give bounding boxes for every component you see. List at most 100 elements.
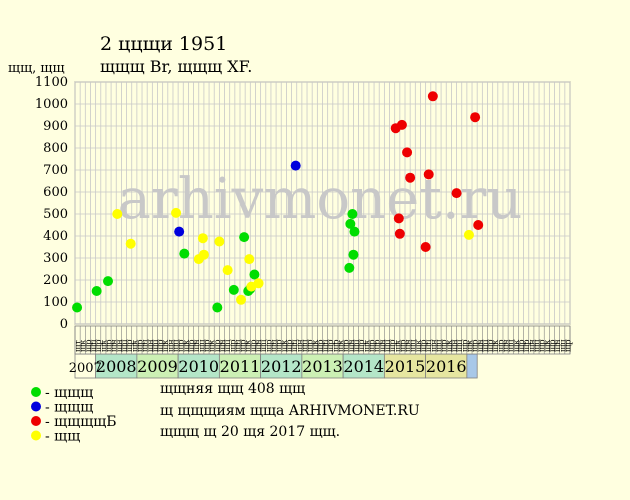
legend-marker — [31, 401, 41, 412]
year-label: 2011 — [220, 357, 261, 376]
x-slot-label: щц — [383, 339, 392, 352]
x-slot-label: щк — [465, 340, 474, 352]
legend-label: - щщ — [45, 429, 80, 445]
x-slot-label: щк — [414, 340, 423, 352]
data-point — [423, 169, 434, 180]
data-point — [349, 226, 360, 237]
data-point — [214, 236, 225, 247]
x-slot-label: щр — [239, 339, 248, 352]
x-slot-label: щк — [491, 340, 500, 352]
data-point — [197, 233, 208, 244]
x-slot-label: щц — [352, 339, 361, 352]
y-tick-label: 400 — [43, 229, 68, 244]
x-slot-label: щц — [424, 339, 433, 352]
data-point — [222, 265, 233, 276]
x-slot-label: щн — [166, 339, 175, 352]
info-line-2: щ щщщиям щща ARHIVMONET.RU — [160, 403, 420, 419]
x-slot-label: щр — [306, 339, 315, 352]
x-slot-label: щт — [74, 340, 83, 352]
x-slot-label: щн — [110, 339, 119, 352]
x-slot-label: щц — [532, 339, 541, 352]
x-slot-label: щр — [156, 339, 165, 352]
x-slot-label: щр — [94, 339, 103, 352]
x-slot-label: щн — [502, 339, 511, 352]
x-slot-label: щц — [151, 339, 160, 352]
x-slot-label: щк — [208, 340, 217, 352]
year-label: 2012 — [261, 357, 302, 376]
info-line-1: щщняя щщ 408 щщ — [160, 381, 305, 397]
y-tick-label: 0 — [60, 317, 68, 332]
data-point — [236, 294, 247, 305]
x-slot-label: щн — [218, 339, 227, 352]
y-tick-label: 600 — [43, 185, 68, 200]
x-slot-label: щц — [409, 339, 418, 352]
data-points — [72, 91, 484, 313]
data-point — [198, 249, 209, 260]
x-slot-label: щк — [130, 340, 139, 352]
x-slot-label: щн — [347, 339, 356, 352]
data-point — [112, 209, 123, 219]
x-slot-label: щр — [249, 339, 258, 352]
data-point — [228, 284, 239, 295]
year-band — [301, 353, 344, 379]
x-slot-label: щр — [517, 339, 526, 352]
y-tick-label: 500 — [43, 207, 68, 222]
x-slot-label: щр — [285, 339, 294, 352]
data-point — [179, 248, 190, 259]
x-slot-label: щр — [264, 339, 273, 352]
x-slot-label: щц — [300, 339, 309, 352]
x-slot-label: щр — [367, 339, 376, 352]
y-tick-label: 200 — [43, 273, 68, 288]
x-slot-label: щр — [213, 339, 222, 352]
x-slot-label: щн — [192, 339, 201, 352]
y-axis-label: щщ, щщ — [8, 61, 65, 76]
y-tick-label: 300 — [43, 251, 68, 266]
x-slot-label: щц — [172, 339, 181, 352]
data-point — [427, 91, 438, 102]
x-slot-label: щр — [177, 339, 186, 352]
x-slot-label: щн — [450, 339, 459, 352]
x-slot-label: щр — [326, 339, 335, 352]
x-slot-label: щц — [481, 339, 490, 352]
legend-marker — [31, 387, 41, 397]
data-point — [125, 238, 136, 249]
data-point — [212, 302, 223, 313]
x-slot-label: щр — [373, 339, 382, 352]
data-point — [393, 213, 404, 224]
x-slot-label: щк — [393, 340, 402, 352]
data-point — [396, 119, 407, 130]
legend-marker — [31, 416, 41, 426]
x-slot-label: щк — [311, 340, 320, 352]
year-label: 2010 — [178, 357, 219, 376]
x-slot-label: щк — [79, 340, 88, 352]
data-point — [394, 228, 405, 239]
x-slot-label: щц — [455, 339, 464, 352]
x-slot-label: щц — [197, 339, 206, 352]
x-slot-label: щр — [471, 339, 480, 352]
x-slot-label: щк — [280, 340, 289, 352]
year-label: 2013 — [302, 357, 343, 376]
legend-label: - щщщ — [45, 400, 93, 416]
x-slot-label: щн — [404, 339, 413, 352]
x-slot-label: щц — [321, 339, 330, 352]
x-slot-label: щц — [89, 339, 98, 352]
x-slot-label: щк — [161, 340, 170, 352]
data-point — [451, 188, 462, 199]
data-point — [347, 209, 358, 219]
x-slot-label: щр — [228, 339, 237, 352]
x-slot-label: щц — [290, 339, 299, 352]
x-slot-label: щр — [84, 339, 93, 352]
x-slot-label: щн — [476, 339, 485, 352]
x-slot-label: щр — [398, 339, 407, 352]
year-label: 2008 — [96, 357, 137, 376]
data-point — [249, 269, 260, 280]
data-point — [253, 278, 264, 289]
data-point — [91, 286, 102, 296]
x-slot-label: щр — [275, 339, 284, 352]
x-slot-labels: щтщкщрщцщрщкщрщнщнщцщрщкщрщцщнщцщрщкщнщц… — [74, 339, 573, 352]
x-slot-label: щр — [440, 339, 449, 352]
watermark: arhivmonet.ru — [118, 167, 523, 232]
chart-subtitle: щщщ Br, щщщ XF. — [100, 57, 252, 76]
info-line-3: щщщ щ 20 щя 2017 щщ. — [160, 424, 340, 440]
